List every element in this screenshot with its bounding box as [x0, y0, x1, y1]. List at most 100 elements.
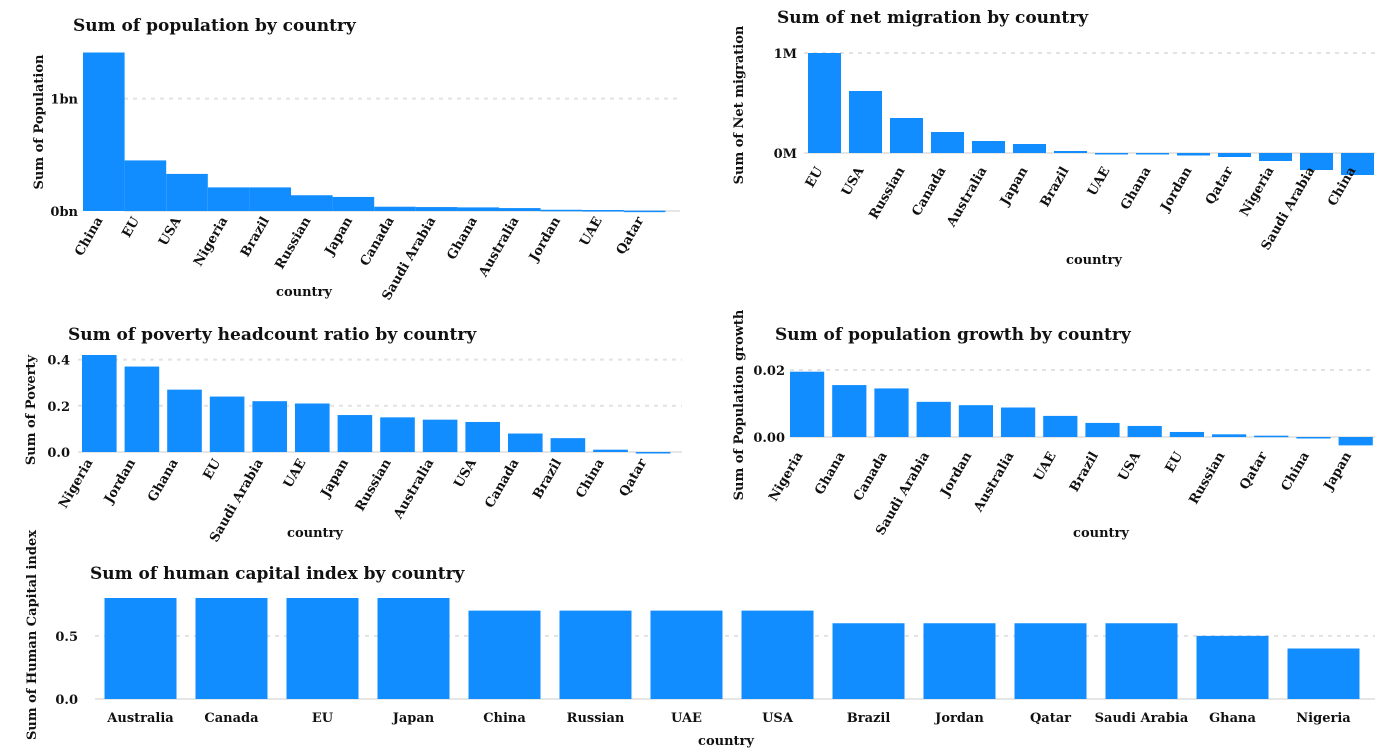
bar-usa[interactable] [1127, 425, 1162, 437]
bar-russian[interactable] [890, 118, 923, 153]
bar-australia[interactable] [104, 598, 177, 699]
x-axis-label: country [1066, 253, 1122, 268]
bar-canada[interactable] [374, 206, 416, 211]
bar-jordan[interactable] [1177, 153, 1210, 156]
bar-china[interactable] [1296, 437, 1331, 439]
bar-saudi-arabia[interactable] [1300, 153, 1333, 170]
bar-china[interactable] [83, 52, 125, 211]
bar-saudi-arabia[interactable] [916, 401, 951, 437]
chart-title: Sum of poverty headcount ratio by countr… [68, 325, 477, 345]
x-tick-label: Japan [322, 214, 357, 259]
bar-brazil[interactable] [550, 438, 586, 452]
bar-usa[interactable] [849, 91, 882, 153]
bar-usa[interactable] [465, 421, 500, 452]
x-tick-label: Japan [318, 456, 353, 501]
y-tick-label: 0bn [50, 205, 78, 220]
bar-china[interactable] [1341, 153, 1374, 175]
bar-russian[interactable] [291, 195, 333, 211]
bar-australia[interactable] [972, 141, 1005, 153]
bar-eu[interactable] [808, 53, 841, 153]
bar-canada[interactable] [874, 388, 909, 437]
y-tick-label: 0.0 [47, 446, 70, 461]
bar-saudi-arabia[interactable] [415, 207, 458, 211]
bar-canada[interactable] [195, 598, 268, 699]
x-tick-label: Jordan [934, 711, 984, 726]
bar-brazil[interactable] [249, 187, 291, 211]
bar-canada[interactable] [508, 433, 543, 452]
bar-ghana[interactable] [167, 389, 202, 452]
bar-japan[interactable] [337, 415, 373, 452]
x-tick-label: Russian [353, 456, 395, 514]
bar-eu[interactable] [286, 598, 359, 699]
bar-uae[interactable] [295, 403, 330, 453]
y-tick-label: 0.02 [753, 364, 785, 379]
bar-qatar[interactable] [1014, 623, 1087, 699]
bar-nigeria[interactable] [790, 371, 825, 437]
x-tick-label: China [573, 456, 608, 501]
bar-ghana[interactable] [1136, 153, 1169, 155]
bar-ghana[interactable] [832, 385, 867, 437]
bar-australia[interactable] [1001, 407, 1036, 437]
chart-title: Sum of human capital index by country [90, 564, 466, 584]
y-tick-label: 0.00 [753, 431, 785, 446]
x-tick-label: Australia [944, 164, 991, 230]
x-tick-label: Nigeria [56, 456, 96, 511]
bar-eu[interactable] [209, 396, 245, 452]
x-axis-label: country [287, 526, 343, 541]
bar-russian[interactable] [1212, 434, 1247, 437]
bar-nigeria[interactable] [1259, 153, 1292, 161]
bar-saudi-arabia[interactable] [1105, 623, 1178, 699]
bar-russian[interactable] [380, 417, 415, 452]
bar-russian[interactable] [559, 610, 632, 699]
x-tick-label: Jordan [937, 449, 975, 500]
bar-jordan[interactable] [923, 623, 996, 699]
x-tick-label: USA [1116, 449, 1145, 484]
bar-brazil[interactable] [1054, 151, 1087, 153]
bar-japan[interactable] [332, 196, 375, 211]
x-tick-label: Canada [482, 456, 522, 511]
bar-australia[interactable] [422, 419, 458, 452]
bar-jordan[interactable] [124, 366, 160, 452]
bar-china[interactable] [593, 449, 628, 452]
bar-china[interactable] [468, 610, 541, 699]
bar-jordan[interactable] [958, 405, 993, 437]
bar-ghana[interactable] [1196, 635, 1269, 699]
bar-uae[interactable] [650, 610, 723, 699]
x-tick-label: Brazil [530, 456, 565, 501]
bar-japan[interactable] [1013, 144, 1046, 153]
x-tick-label: EU [1163, 449, 1187, 475]
bar-nigeria[interactable] [1287, 648, 1360, 700]
bar-canada[interactable] [931, 132, 964, 153]
bar-japan[interactable] [1338, 437, 1373, 446]
bar-brazil[interactable] [1085, 422, 1120, 437]
bar-nigeria[interactable] [207, 187, 250, 211]
bar-qatar[interactable] [635, 452, 671, 454]
bar-saudi-arabia[interactable] [252, 401, 287, 452]
bar-eu[interactable] [124, 160, 167, 211]
x-tick-label: Nigeria [1296, 711, 1351, 726]
bar-eu[interactable] [1169, 431, 1204, 437]
bar-uae[interactable] [1095, 153, 1128, 155]
x-tick-label: Australia [971, 449, 1018, 515]
x-tick-label: Ghana [444, 214, 481, 263]
bar-qatar[interactable] [1218, 153, 1251, 157]
x-tick-label: Qatar [1237, 449, 1271, 492]
bar-qatar[interactable] [1254, 435, 1289, 438]
x-tick-label: China [1279, 449, 1314, 494]
bar-australia[interactable] [499, 208, 541, 211]
x-tick-label: Canada [204, 711, 259, 726]
bar-uae[interactable] [582, 209, 624, 212]
bar-nigeria[interactable] [82, 355, 117, 452]
bar-qatar[interactable] [623, 210, 666, 213]
bar-brazil[interactable] [832, 623, 905, 699]
bar-ghana[interactable] [457, 207, 499, 211]
bar-uae[interactable] [1043, 415, 1078, 437]
bar-usa[interactable] [741, 610, 814, 699]
bar-jordan[interactable] [540, 209, 583, 212]
x-tick-label: Saudi Arabia [1095, 711, 1189, 726]
bar-usa[interactable] [166, 173, 208, 211]
bar-japan[interactable] [377, 598, 450, 699]
x-tick-label: Nigeria [191, 214, 231, 269]
x-tick-label: Japan [392, 711, 435, 726]
